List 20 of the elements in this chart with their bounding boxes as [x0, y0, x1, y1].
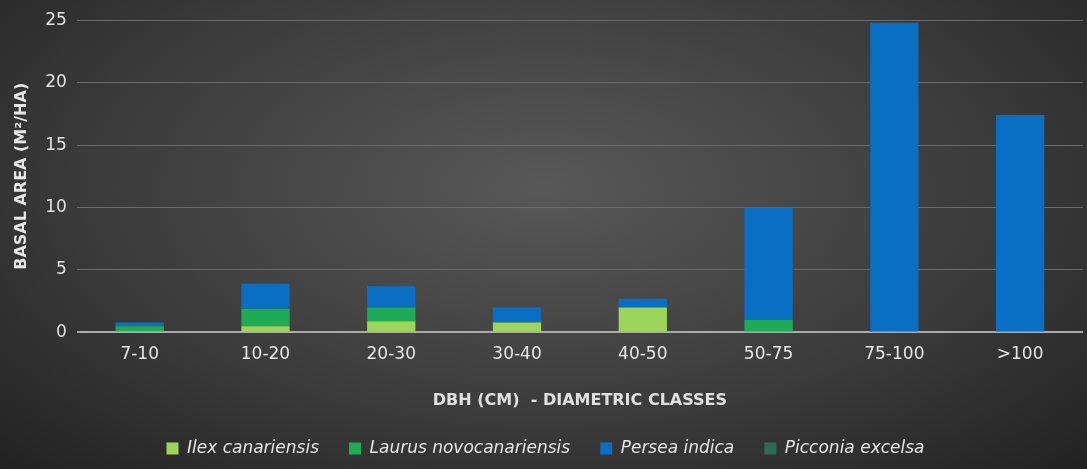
y-tick-label: 0 — [56, 320, 67, 341]
x-tick-label: >100 — [996, 343, 1044, 364]
x-tick-label: 50-75 — [743, 343, 794, 364]
x-tick-label: 20-30 — [366, 343, 416, 364]
legend-label: Laurus novocanariensis — [369, 436, 571, 457]
x-tick-label: 10-20 — [240, 343, 291, 364]
x-tick-label: 40-50 — [618, 343, 668, 364]
x-tick-label: 7-10 — [120, 343, 160, 364]
y-tick-label: 10 — [45, 195, 67, 216]
y-tick-label: 5 — [56, 258, 67, 279]
y-axis-title: BASAL AREA (M²/HA) — [10, 82, 30, 270]
y-tick-label: 25 — [45, 8, 67, 29]
legend-label: Picconia excelsa — [784, 436, 925, 457]
legend-label: Ilex canariensis — [187, 436, 320, 457]
legend-label: Persea indica — [620, 436, 735, 457]
x-tick-label: 30-40 — [492, 343, 542, 364]
x-axis-title: DBH (CM) - DIAMETRIC CLASSES — [432, 389, 727, 409]
y-tick-label: 20 — [45, 71, 67, 92]
x-tick-label: 75-100 — [864, 343, 925, 364]
y-tick-label: 15 — [45, 133, 67, 154]
